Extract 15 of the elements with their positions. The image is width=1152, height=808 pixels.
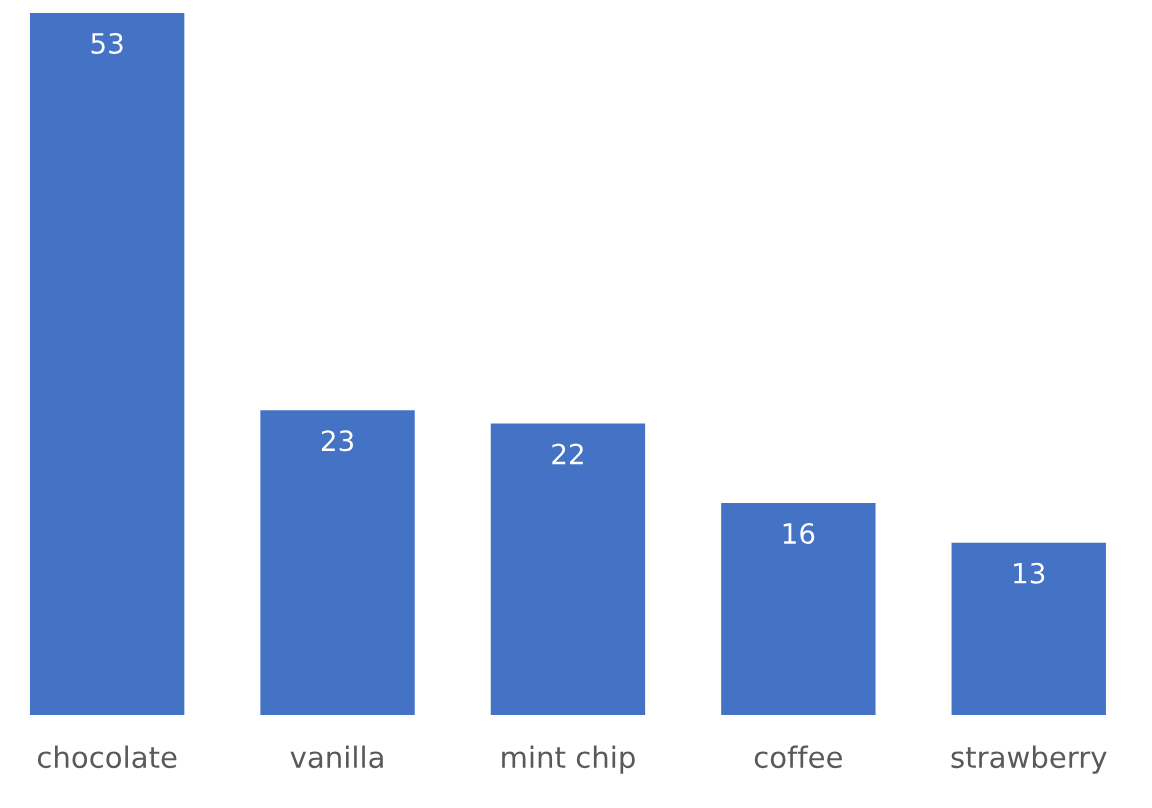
bar (260, 410, 415, 715)
bar (490, 423, 646, 715)
bar (29, 13, 185, 715)
data-label: 16 (783, 523, 815, 545)
x-tick-label: mint chip (502, 745, 635, 774)
data-label: 22 (552, 443, 583, 465)
data-label: 23 (321, 430, 353, 452)
x-tick-label: chocolate (37, 745, 177, 769)
bar (951, 542, 1106, 715)
x-tick-label: strawberry (951, 745, 1107, 774)
data-label: 53 (91, 32, 123, 54)
x-tick-label: vanilla (290, 745, 383, 769)
data-label: 13 (1014, 562, 1045, 584)
bar (721, 503, 876, 715)
x-tick-label: coffee (754, 745, 842, 769)
